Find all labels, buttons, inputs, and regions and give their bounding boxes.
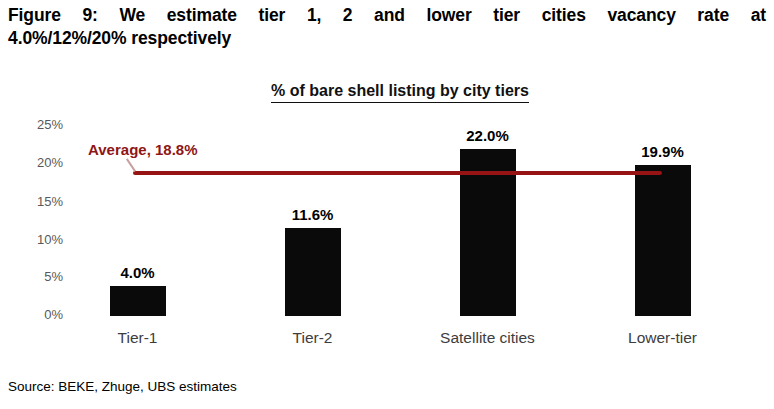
x-axis: Tier-1 Tier-2 Satellite cities Lower-tie… [50, 329, 750, 349]
bar-tier-1 [110, 286, 166, 316]
value-label-tier-1: 4.0% [78, 264, 198, 281]
chart-title: % of bare shell listing by city tiers [50, 82, 750, 103]
bar-lower-tier [635, 165, 691, 316]
value-label-satellite-cities: 22.0% [428, 127, 548, 144]
plot-area: 4.0% 11.6% 22.0% 19.9% Average, 18.8% [50, 110, 750, 316]
figure-title-line2: 4.0%/12%/20% respectively [8, 27, 766, 50]
value-label-lower-tier: 19.9% [603, 143, 723, 160]
chart-title-text: % of bare shell listing by city tiers [271, 82, 529, 103]
category-label-tier-1: Tier-1 [53, 329, 223, 347]
figure-title: Figure 9: We estimate tier 1, 2 and lowe… [8, 4, 766, 50]
average-line [133, 171, 662, 175]
average-label: Average, 18.8% [88, 141, 198, 158]
average-leader-line [126, 158, 136, 171]
category-label-satellite-cities: Satellite cities [403, 329, 573, 347]
value-label-tier-2: 11.6% [253, 206, 373, 223]
figure-9-panel: Figure 9: We estimate tier 1, 2 and lowe… [0, 0, 774, 409]
category-label-lower-tier: Lower-tier [578, 329, 748, 347]
category-label-tier-2: Tier-2 [228, 329, 398, 347]
figure-title-line1: Figure 9: We estimate tier 1, 2 and lowe… [8, 4, 766, 27]
bar-tier-2 [285, 228, 341, 316]
source-note: Source: BEKE, Zhuge, UBS estimates [8, 379, 237, 394]
